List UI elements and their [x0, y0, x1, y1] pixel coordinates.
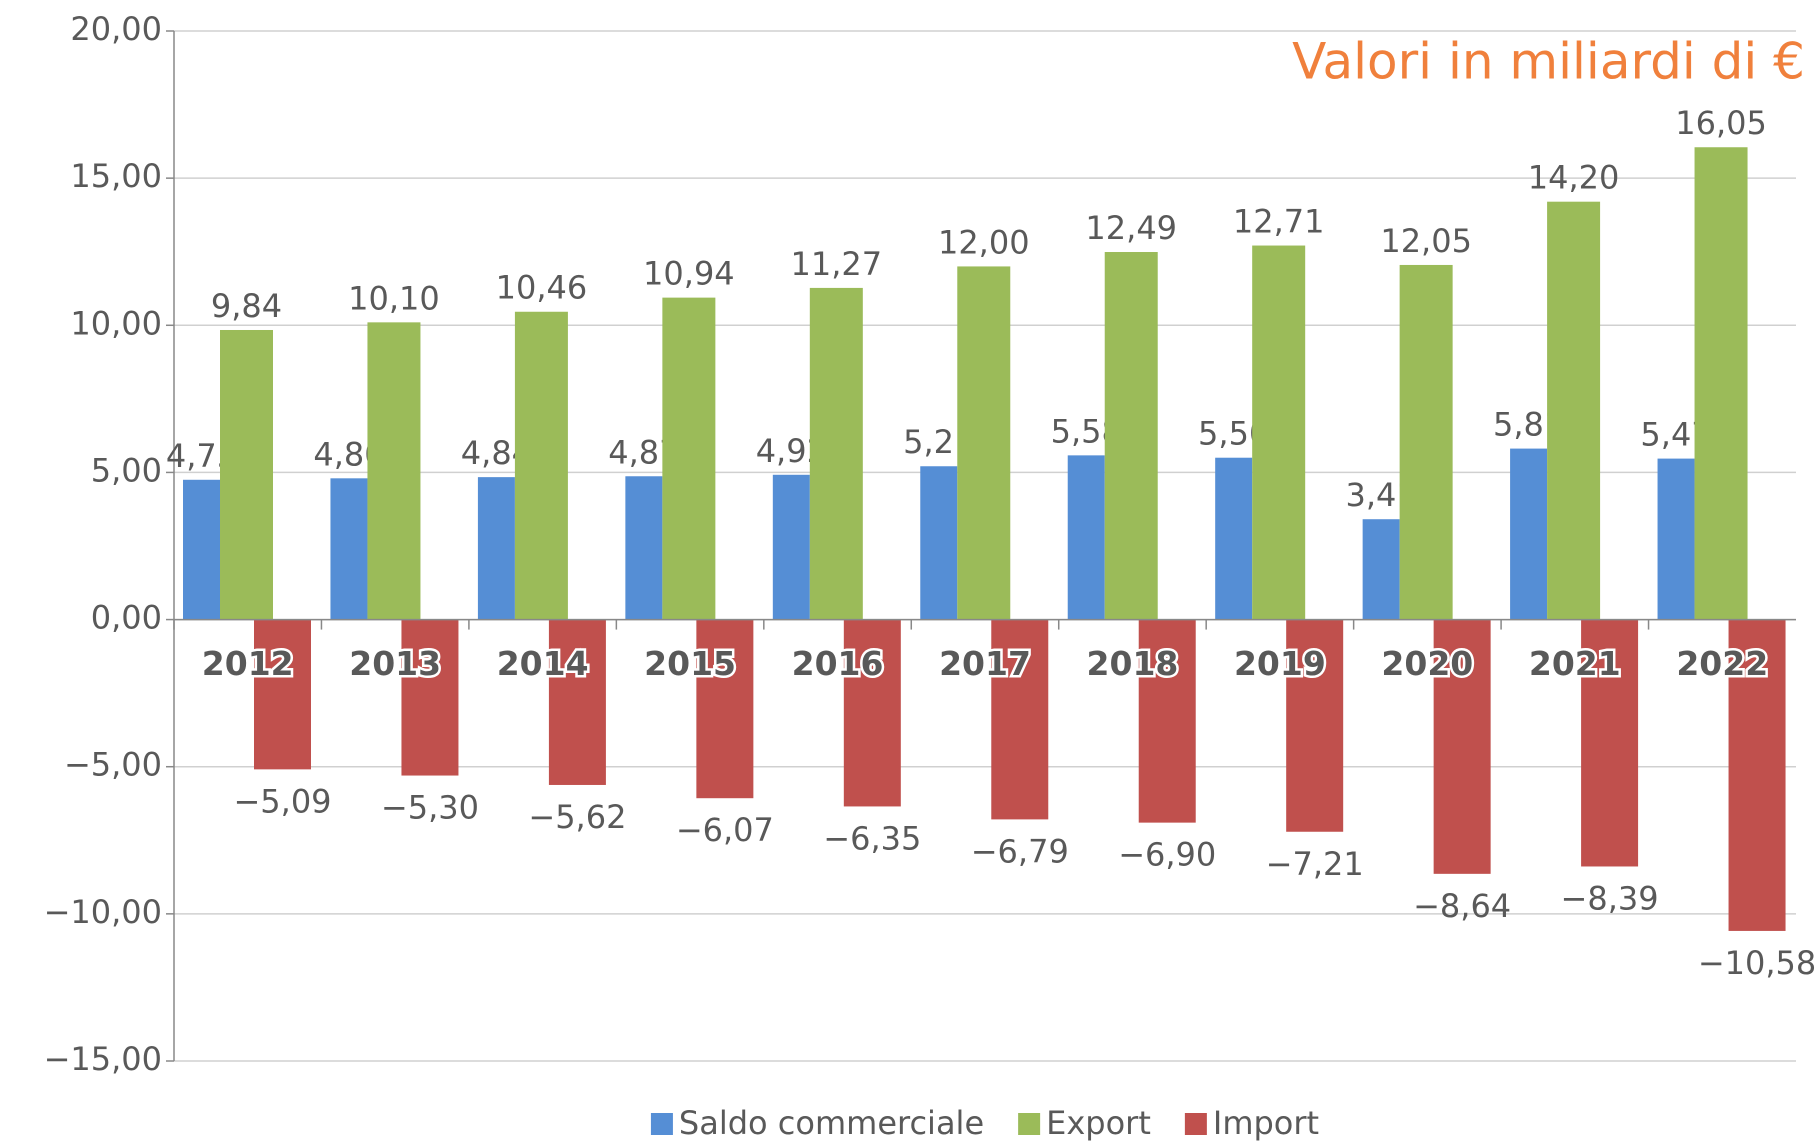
bar	[957, 266, 1011, 620]
data-label: 9,84	[211, 287, 282, 325]
data-label: 10,46	[496, 269, 588, 307]
x-tick-label: 2017	[939, 644, 1031, 683]
bar	[477, 477, 515, 620]
y-tick-label: 5,00	[91, 451, 162, 489]
bar	[625, 476, 663, 620]
data-label: −6,35	[823, 819, 921, 857]
data-label: 16,05	[1675, 104, 1767, 142]
bar	[548, 619, 606, 785]
x-tick-label: 2014	[497, 644, 589, 683]
x-tick-label: 2018	[1087, 644, 1179, 683]
bar	[1547, 201, 1601, 620]
legend-label: Export	[1046, 1104, 1151, 1142]
legend-swatch	[650, 1113, 673, 1135]
x-tick-label: 2022	[1676, 644, 1768, 683]
x-tick-label: 2012	[202, 644, 294, 683]
data-label: −6,90	[1118, 836, 1216, 874]
bar	[330, 478, 368, 620]
y-tick-label: 10,00	[70, 304, 162, 342]
legend-swatch	[1018, 1113, 1041, 1135]
bar	[1433, 619, 1491, 874]
data-label: 14,20	[1528, 159, 1620, 197]
bar	[772, 474, 810, 620]
legend-swatch	[1184, 1113, 1207, 1135]
x-tick-label: 2021	[1529, 644, 1621, 683]
bar	[843, 619, 901, 807]
x-tick-label: 2019	[1234, 644, 1326, 683]
y-tick-label: −10,00	[44, 893, 162, 931]
chart-title: Valori in miliardi di €	[1292, 33, 1805, 91]
bar	[1286, 619, 1344, 832]
bar	[367, 322, 421, 620]
y-tick-label: 20,00	[70, 10, 162, 48]
bar	[920, 466, 958, 620]
x-tick-label: 2013	[349, 644, 441, 683]
data-label: 10,10	[348, 279, 440, 317]
bar	[991, 619, 1049, 820]
y-tick-label: 15,00	[70, 157, 162, 195]
legend: Saldo commerciale Export Import	[650, 1104, 1319, 1142]
data-label: −5,30	[381, 789, 479, 827]
x-tick-label: 2015	[644, 644, 736, 683]
x-tick-label: 2016	[792, 644, 884, 683]
data-label: −8,39	[1561, 879, 1659, 917]
data-label: 10,94	[643, 255, 735, 293]
data-label: 12,71	[1233, 203, 1325, 241]
bar	[254, 619, 311, 770]
data-label: −7,21	[1266, 845, 1364, 883]
bar	[1138, 619, 1196, 823]
bar	[220, 329, 273, 620]
data-label: −6,79	[971, 832, 1069, 870]
bar	[1104, 252, 1158, 620]
legend-label: Import	[1213, 1104, 1319, 1142]
bar	[1728, 619, 1786, 931]
bar	[1362, 519, 1400, 620]
data-label: 12,00	[938, 223, 1030, 261]
bar	[662, 297, 716, 620]
bar	[1252, 245, 1306, 620]
data-label: 12,05	[1380, 222, 1472, 260]
bar	[1581, 619, 1639, 867]
data-label: 12,49	[1085, 209, 1177, 247]
data-label: −5,62	[528, 798, 626, 836]
bar	[1657, 458, 1695, 620]
x-tick-label: 2020	[1381, 644, 1473, 683]
y-tick-label: 0,00	[91, 599, 162, 637]
bar	[1399, 264, 1453, 620]
data-label: −6,07	[676, 811, 774, 849]
bar	[696, 619, 754, 799]
bar	[1067, 455, 1105, 620]
bar	[1215, 457, 1253, 620]
bar	[809, 287, 863, 620]
y-tick-label: −15,00	[44, 1040, 162, 1078]
data-label: −8,64	[1413, 887, 1511, 925]
bar	[401, 619, 459, 776]
bar	[183, 479, 220, 620]
data-label: 11,27	[791, 245, 883, 283]
legend-label: Saldo commerciale	[679, 1104, 984, 1142]
bar	[1510, 448, 1548, 620]
data-label: −10,58	[1698, 944, 1816, 982]
bar	[1694, 147, 1748, 620]
data-label: −5,09	[233, 782, 331, 820]
bar	[514, 311, 568, 620]
y-tick-label: −5,00	[64, 746, 162, 784]
